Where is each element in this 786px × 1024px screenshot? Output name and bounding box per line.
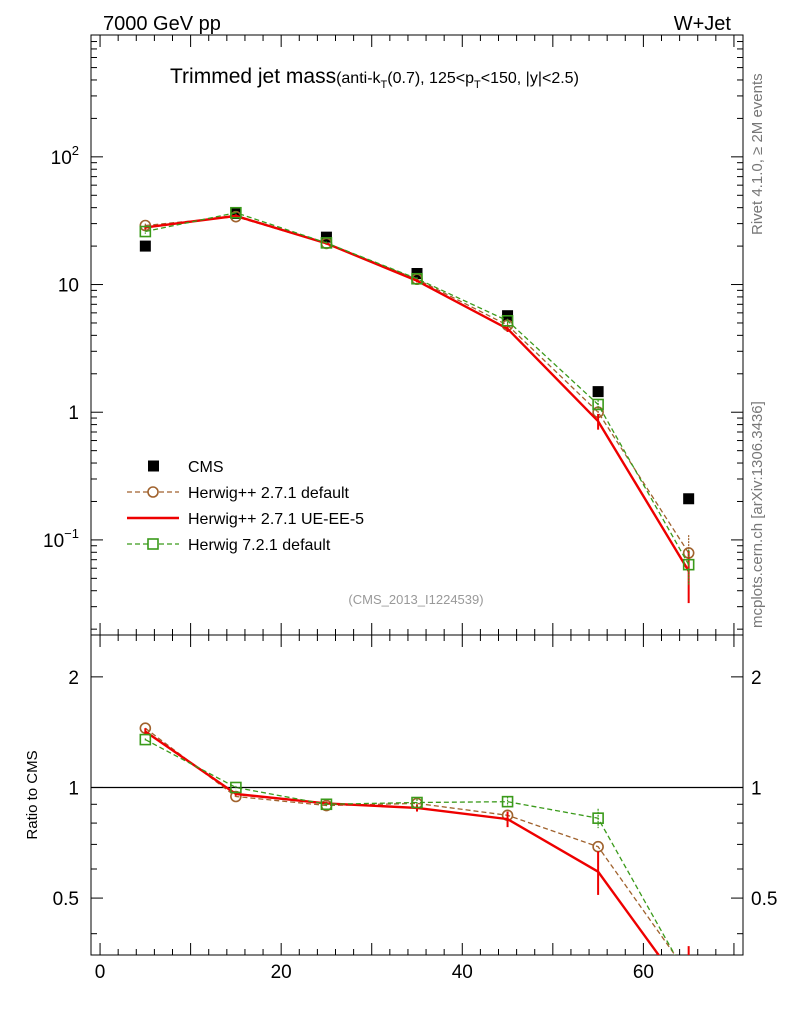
ratio-ylabel: Ratio to CMS xyxy=(24,750,41,839)
xtick-label: 40 xyxy=(452,962,473,983)
legend-label: Herwig++ 2.7.1 default xyxy=(188,485,350,502)
main-cms-point xyxy=(592,386,604,398)
ratio-herwig7-point xyxy=(139,733,152,746)
main-herwig7-point xyxy=(230,206,242,219)
main-herwig7-point xyxy=(501,314,514,327)
ratio-series-layer xyxy=(139,722,694,985)
main-herwig7-point xyxy=(320,237,333,249)
main-ytick-label: 1 xyxy=(68,403,79,424)
main-cms-point xyxy=(683,493,695,505)
main-ytick-label: 102 xyxy=(51,143,79,169)
ratio-herwig7-point xyxy=(501,795,514,808)
main-cms-point xyxy=(139,240,151,252)
ratio-herwig7-point xyxy=(320,798,333,811)
ratio-frame xyxy=(90,634,744,956)
ratio-line-herwig-2-7-1-default xyxy=(144,727,676,955)
ratio-herwigpp-default-point xyxy=(230,790,242,803)
xtick-label: 0 xyxy=(95,962,106,983)
ratio-ytick-label-right: 1 xyxy=(751,778,762,799)
main-title: Trimmed jet mass(anti-kT(0.7), 125<pT<15… xyxy=(170,65,579,91)
ratio-ytick-label-right: 2 xyxy=(751,668,762,689)
main-herwig7-point xyxy=(411,272,423,285)
ratio-herwig7-point xyxy=(592,812,604,824)
title-sub-mid: (0.7), 125<p xyxy=(387,70,474,87)
main-ytick-label: 10−1 xyxy=(43,526,79,552)
xtick-label: 60 xyxy=(633,962,654,983)
svg-text:Trimmed jet mass(anti-kT(0.7),: Trimmed jet mass(anti-kT(0.7), 125<pT<15… xyxy=(170,65,579,91)
legend-label: CMS xyxy=(188,459,224,476)
main-herwig7-point xyxy=(592,398,604,411)
main-herwig7-point xyxy=(682,558,695,571)
main-panel: 10−1 1 10 102 xyxy=(43,34,744,636)
legend-entry: Herwig++ 2.7.1 UE-EE-5 xyxy=(127,511,364,528)
xtick-label: 20 xyxy=(271,962,292,983)
title-sub-end: <150, |y|<2.5) xyxy=(481,70,579,87)
rivet-label: Rivet 4.1.0, ≥ 2M events xyxy=(749,73,766,235)
legend: CMS Herwig++ 2.7.1 default Herwig++ 2.7.1 … xyxy=(127,459,364,554)
legend-entry: Herwig++ 2.7.1 default xyxy=(127,485,350,502)
title-main: Trimmed jet mass xyxy=(170,65,336,88)
legend-circle-marker xyxy=(147,486,159,498)
header-right: W+Jet xyxy=(674,13,732,35)
main-series-layer xyxy=(139,206,695,604)
mcplots-label: mcplots.cern.ch [arXiv:1306.3436] xyxy=(749,401,766,628)
legend-cms-marker xyxy=(148,460,159,472)
title-sub-t2: T xyxy=(474,79,481,91)
title-sub: (anti-k xyxy=(336,70,381,87)
ratio-herwig7-point xyxy=(684,975,694,985)
ratio-ytick-label-left: 0.5 xyxy=(53,889,79,910)
ratio-herwig7-point xyxy=(411,796,423,809)
main-herwig7-point xyxy=(139,225,152,238)
ratio-ytick-label-left: 2 xyxy=(68,668,79,689)
legend-label: Herwig 7.2.1 default xyxy=(188,537,331,554)
ratio-panel: 0.5 0.51 12 20 20 40 60 xyxy=(53,634,777,985)
header-left: 7000 GeV pp xyxy=(103,13,221,35)
ratio-ytick-label-right: 0.5 xyxy=(751,889,777,910)
watermark: (CMS_2013_I1224539) xyxy=(348,592,483,607)
legend-entry: CMS xyxy=(148,459,224,476)
legend-square-marker xyxy=(147,538,159,550)
legend-label: Herwig++ 2.7.1 UE-EE-5 xyxy=(188,511,364,528)
legend-entry: Herwig 7.2.1 default xyxy=(127,537,331,554)
ratio-line-herwig-2-7-1-ue-ee-5 xyxy=(144,730,661,955)
ratio-herwig7-point xyxy=(230,781,242,794)
ratio-ytick-label-left: 1 xyxy=(68,778,79,799)
main-line-herwig-2-7-1-default xyxy=(145,216,690,554)
title-sub-t1: T xyxy=(381,79,388,91)
main-cms-point xyxy=(230,207,242,219)
ratio-herwigpp-default-point xyxy=(684,969,694,979)
main-ytick-label: 10 xyxy=(58,276,79,297)
